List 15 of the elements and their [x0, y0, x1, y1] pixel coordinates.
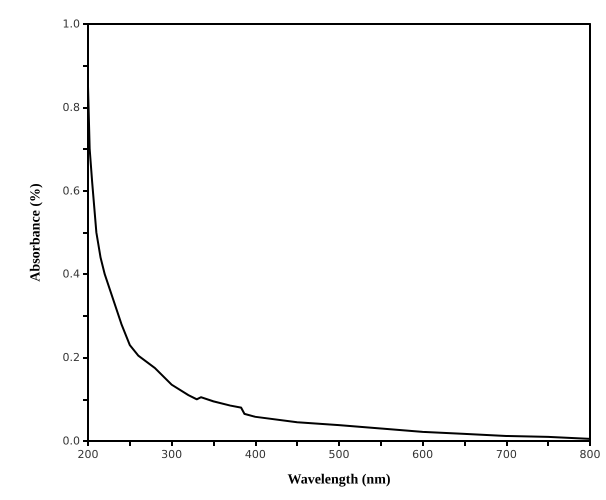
y-tick-label: 0.2 — [62, 351, 80, 364]
x-tick-label: 700 — [496, 448, 517, 461]
x-tick-label: 400 — [244, 448, 266, 461]
x-tick-label: 500 — [328, 448, 350, 461]
x-tick-label: 600 — [412, 448, 434, 461]
x-tick-label: 800 — [580, 448, 600, 461]
y-tick-label: 0.8 — [62, 100, 80, 114]
x-axis-title: Wavelength (nm) — [287, 472, 391, 488]
y-tick-label: 0.6 — [62, 184, 80, 198]
y-axis-title: Absorbance (%) — [28, 182, 44, 282]
y-tick-label: 0.4 — [62, 268, 80, 281]
y-tick-label: 0.0 — [62, 434, 80, 448]
x-tick-label: 200 — [78, 448, 98, 461]
y-tick-label: 1.0 — [62, 18, 80, 30]
x-tick-label: 300 — [161, 448, 182, 461]
